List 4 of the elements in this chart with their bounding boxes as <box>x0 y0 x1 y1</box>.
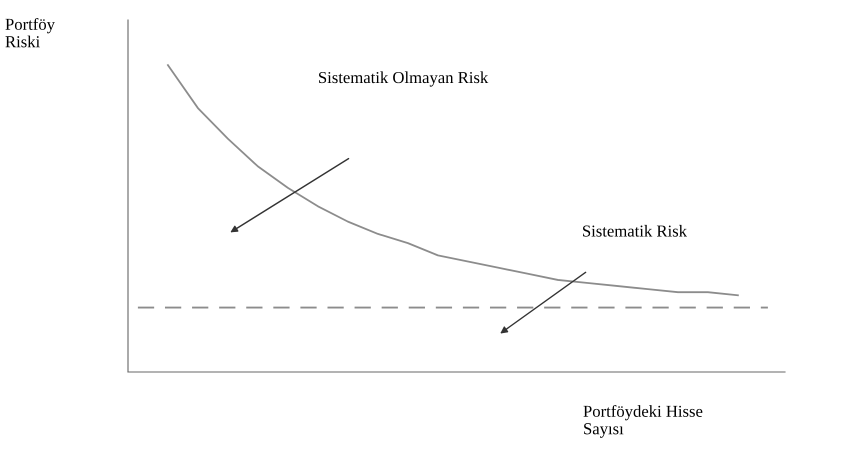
annotation: Sistematik Risk <box>583 224 688 237</box>
y-axis-title: Portföy Riski <box>5 18 55 48</box>
annotation: Sistematik Olmayan Risk <box>319 71 488 87</box>
x-axis-title: Portföydeki Hisse Sayısı <box>583 405 702 438</box>
